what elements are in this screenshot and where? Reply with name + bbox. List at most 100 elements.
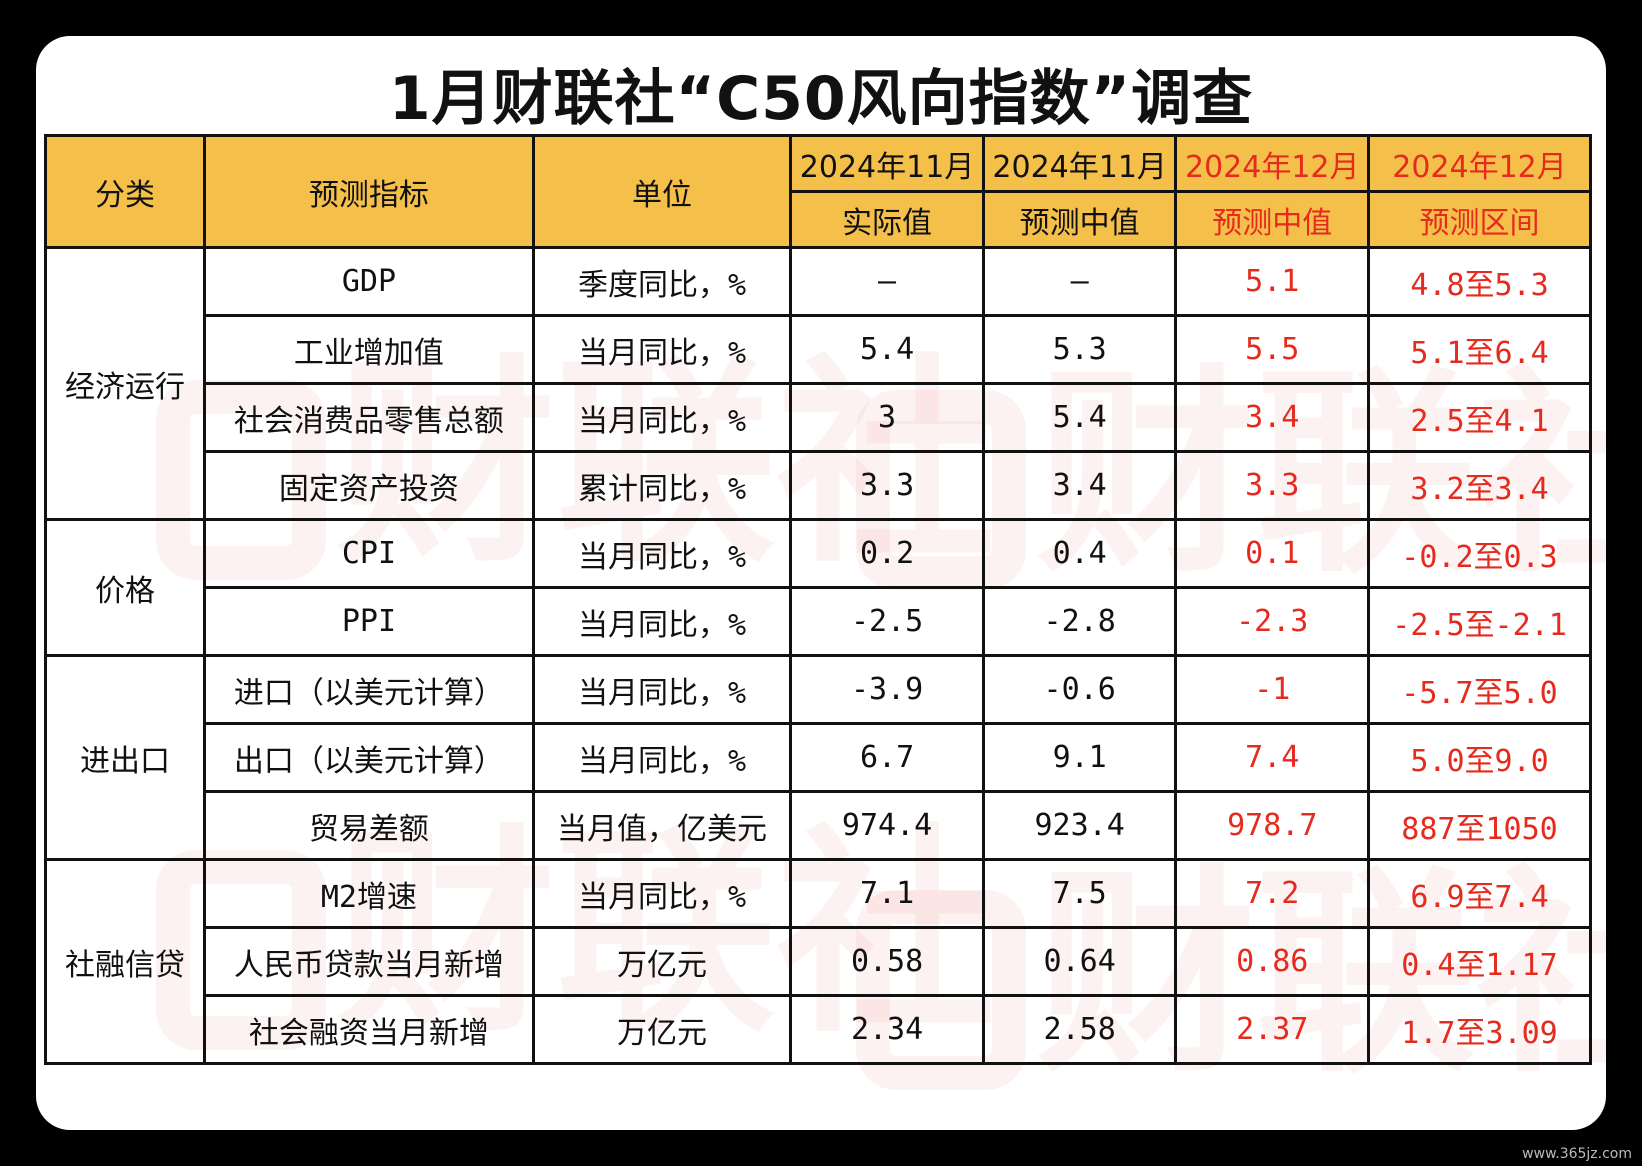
actual-cell: -3.9 (789, 654, 985, 725)
indicator-cell: 固定资产投资 (203, 450, 535, 521)
median-dec-cell: 3.4 (1174, 382, 1371, 453)
median-nov-cell: 7.5 (981, 858, 1178, 929)
header-median-dec-period: 2024年12月 (1174, 134, 1371, 193)
unit-cell: 当月同比，% (531, 382, 793, 453)
header-range-dec-label: 预测区间 (1367, 190, 1592, 249)
median-dec-cell: 2.37 (1174, 994, 1371, 1065)
median-dec-cell: 0.1 (1174, 518, 1371, 589)
unit-cell: 当月同比，% (531, 586, 793, 657)
range-dec-cell: 3.2至3.4 (1367, 450, 1592, 521)
header-median-nov-period: 2024年11月 (981, 134, 1178, 193)
range-dec-cell: -2.5至-2.1 (1367, 586, 1592, 657)
category-cell: 进出口 (43, 654, 207, 861)
median-nov-cell: 0.64 (981, 926, 1178, 997)
unit-cell: 当月同比，% (531, 314, 793, 385)
category-cell: 经济运行 (43, 246, 207, 521)
median-dec-cell: 7.4 (1174, 722, 1371, 793)
median-dec-cell: -1 (1174, 654, 1371, 725)
median-nov-cell: 0.4 (981, 518, 1178, 589)
survey-card: 财联社 财联社 财联社 财联社 1月财联社“C50风向指数”调查 分类 预测指标… (36, 36, 1606, 1130)
median-nov-cell: -0.6 (981, 654, 1178, 725)
indicator-cell: PPI (203, 586, 535, 657)
range-dec-cell: -0.2至0.3 (1367, 518, 1592, 589)
indicator-cell: 贸易差额 (203, 790, 535, 861)
category-cell: 价格 (43, 518, 207, 657)
header-median-nov-label: 预测中值 (981, 190, 1178, 249)
unit-cell: 当月值，亿美元 (531, 790, 793, 861)
page-title: 1月财联社“C50风向指数”调查 (388, 64, 1254, 134)
median-nov-cell: 5.4 (981, 382, 1178, 453)
unit-cell: 当月同比，% (531, 722, 793, 793)
actual-cell: 0.2 (789, 518, 985, 589)
actual-cell: — (789, 246, 985, 317)
table-row: 经济运行 GDP 季度同比，% — — 5.1 4.8至5.3 (43, 246, 1592, 521)
table-row: 贸易差额 当月值，亿美元 974.4 923.4 978.7 887至1050 (46, 790, 1592, 861)
unit-cell: 当月同比，% (531, 858, 793, 929)
actual-cell: 3 (789, 382, 985, 453)
median-nov-cell: 2.58 (981, 994, 1178, 1065)
range-dec-cell: 4.8至5.3 (1367, 246, 1592, 317)
range-dec-cell: 1.7至3.09 (1367, 994, 1592, 1065)
unit-cell: 当月同比，% (531, 654, 793, 725)
median-nov-cell: 923.4 (981, 790, 1178, 861)
indicator-cell: 人民币贷款当月新增 (203, 926, 535, 997)
header-median-dec-label: 预测中值 (1174, 190, 1371, 249)
median-dec-cell: 0.86 (1174, 926, 1371, 997)
header-actual-period: 2024年11月 (789, 134, 985, 193)
actual-cell: 2.34 (789, 994, 985, 1065)
unit-cell: 累计同比，% (531, 450, 793, 521)
median-nov-cell: 9.1 (981, 722, 1178, 793)
table-row: 出口（以美元计算） 当月同比，% 6.7 9.1 7.4 5.0至9.0 (46, 722, 1592, 793)
actual-cell: 974.4 (789, 790, 985, 861)
table-row: 价格 CPI 当月同比，% 0.2 0.4 0.1 -0.2至0.3 (43, 518, 1592, 657)
table-row: 社会消费品零售总额 当月同比，% 3 5.4 3.4 2.5至4.1 (46, 382, 1592, 453)
survey-table: 分类 预测指标 单位 2024年11月 2024年11月 2024年12月 20… (43, 134, 1592, 1065)
table-row: 工业增加值 当月同比，% 5.4 5.3 5.5 5.1至6.4 (46, 314, 1592, 385)
header-unit: 单位 (531, 134, 793, 249)
actual-cell: 5.4 (789, 314, 985, 385)
indicator-cell: CPI (203, 518, 535, 589)
range-dec-cell: 6.9至7.4 (1367, 858, 1592, 929)
table-row: 进出口 进口（以美元计算） 当月同比，% -3.9 -0.6 -1 -5.7至5… (43, 654, 1592, 861)
median-dec-cell: -2.3 (1174, 586, 1371, 657)
unit-cell: 当月同比，% (531, 518, 793, 589)
range-dec-cell: -5.7至5.0 (1367, 654, 1592, 725)
median-nov-cell: 5.3 (981, 314, 1178, 385)
range-dec-cell: 5.1至6.4 (1367, 314, 1592, 385)
median-dec-cell: 978.7 (1174, 790, 1371, 861)
indicator-cell: M2增速 (203, 858, 535, 929)
median-nov-cell: 3.4 (981, 450, 1178, 521)
range-dec-cell: 2.5至4.1 (1367, 382, 1592, 453)
median-nov-cell: -2.8 (981, 586, 1178, 657)
actual-cell: 6.7 (789, 722, 985, 793)
median-dec-cell: 7.2 (1174, 858, 1371, 929)
site-watermark: www.365jz.com (1522, 1146, 1632, 1162)
table-row: 社融信贷 M2增速 当月同比，% 7.1 7.5 7.2 6.9至7.4 (43, 858, 1592, 1065)
actual-cell: 7.1 (789, 858, 985, 929)
indicator-cell: 工业增加值 (203, 314, 535, 385)
range-dec-cell: 5.0至9.0 (1367, 722, 1592, 793)
header-indicator: 预测指标 (203, 134, 535, 249)
median-dec-cell: 3.3 (1174, 450, 1371, 521)
table-row: PPI 当月同比，% -2.5 -2.8 -2.3 -2.5至-2.1 (46, 586, 1592, 657)
actual-cell: 3.3 (789, 450, 985, 521)
indicator-cell: 出口（以美元计算） (203, 722, 535, 793)
indicator-cell: GDP (203, 246, 535, 317)
indicator-cell: 社会融资当月新增 (203, 994, 535, 1065)
median-nov-cell: — (981, 246, 1178, 317)
header-actual-label: 实际值 (789, 190, 985, 249)
unit-cell: 万亿元 (531, 926, 793, 997)
actual-cell: -2.5 (789, 586, 985, 657)
unit-cell: 季度同比，% (531, 246, 793, 317)
table-row: 固定资产投资 累计同比，% 3.3 3.4 3.3 3.2至3.4 (46, 450, 1592, 521)
table-row: 人民币贷款当月新增 万亿元 0.58 0.64 0.86 0.4至1.17 (46, 926, 1592, 997)
range-dec-cell: 0.4至1.17 (1367, 926, 1592, 997)
header-row-2: 实际值 预测中值 预测中值 预测区间 (46, 190, 1592, 249)
median-dec-cell: 5.5 (1174, 314, 1371, 385)
indicator-cell: 进口（以美元计算） (203, 654, 535, 725)
median-dec-cell: 5.1 (1174, 246, 1371, 317)
indicator-cell: 社会消费品零售总额 (203, 382, 535, 453)
header-row-1: 分类 预测指标 单位 2024年11月 2024年11月 2024年12月 20… (43, 134, 1592, 249)
header-range-dec-period: 2024年12月 (1367, 134, 1592, 193)
table-row: 社会融资当月新增 万亿元 2.34 2.58 2.37 1.7至3.09 (46, 994, 1592, 1065)
